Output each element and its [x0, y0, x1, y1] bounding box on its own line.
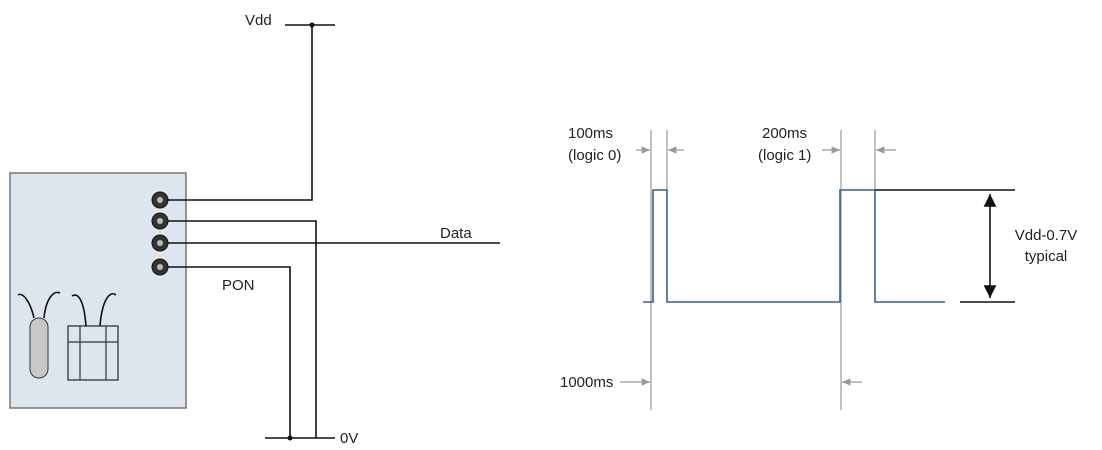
pulse1-meaning: (logic 1) — [758, 147, 811, 164]
vdd-label: Vdd — [245, 12, 272, 29]
period-label: 1000ms — [560, 374, 613, 391]
amplitude-note: typical — [1025, 248, 1068, 265]
pulse0-meaning: (logic 0) — [568, 147, 621, 164]
waveform — [643, 189, 945, 303]
wiring — [168, 22, 500, 441]
ground-label: 0V — [340, 430, 358, 445]
timing-guides — [620, 130, 896, 410]
amplitude-label: Vdd-0.7V — [1015, 227, 1078, 244]
pulse0-width: 100ms — [568, 125, 613, 142]
data-label: Data — [440, 225, 472, 242]
pulse1-width: 200ms — [762, 125, 807, 142]
amplitude-indicator — [875, 189, 1015, 303]
sensor-module — [9, 172, 187, 409]
pon-label: PON — [222, 277, 255, 294]
